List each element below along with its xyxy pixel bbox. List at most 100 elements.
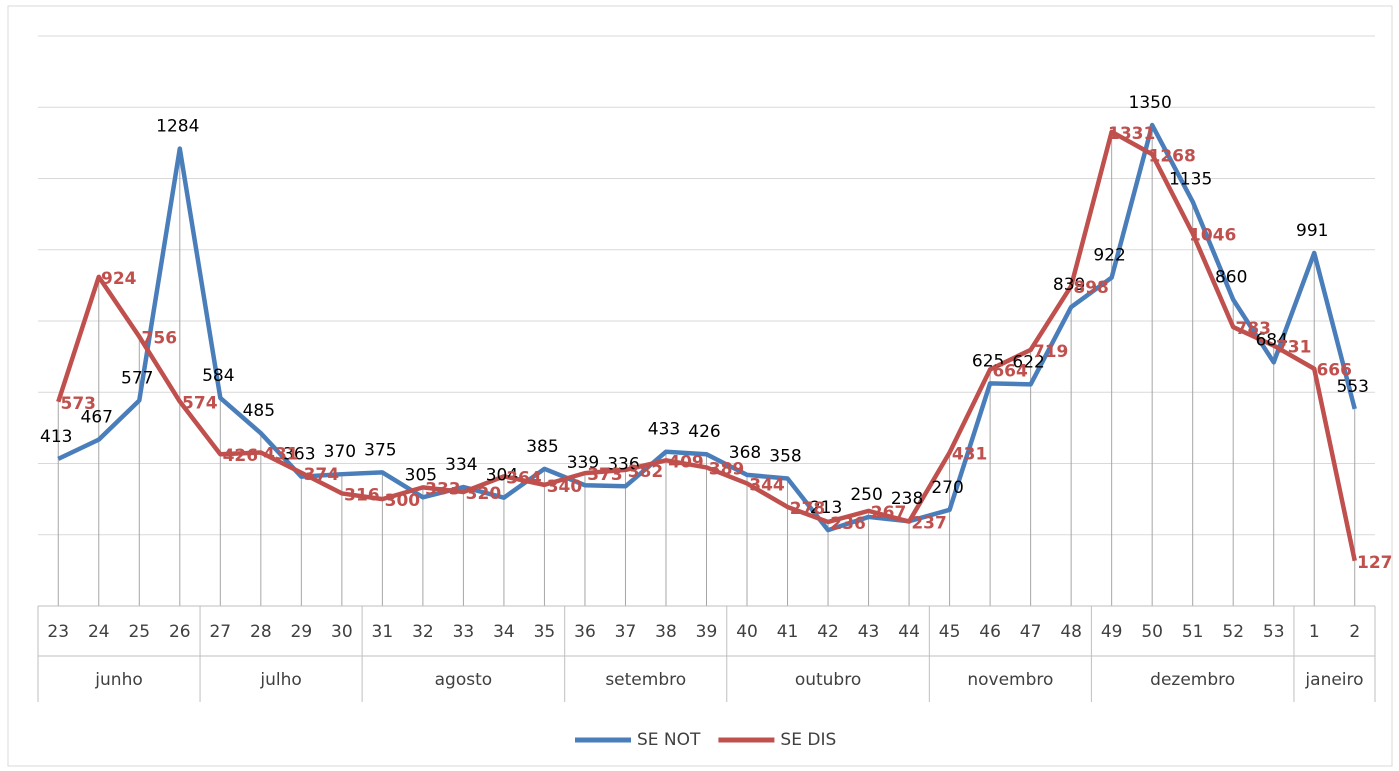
data-label: 236 [830, 514, 866, 534]
data-label: 238 [891, 489, 923, 509]
data-label: 666 [1316, 361, 1352, 381]
data-label: 339 [567, 453, 599, 473]
month-label: setembro [605, 670, 686, 690]
x-tick-label: 46 [979, 622, 1001, 642]
data-label: 756 [142, 329, 178, 349]
chart-frame [7, 5, 1393, 767]
data-label: 364 [506, 468, 542, 488]
data-label: 553 [1337, 377, 1369, 397]
data-label: 382 [628, 462, 664, 482]
x-tick-label: 41 [777, 622, 799, 642]
x-tick-label: 38 [655, 622, 677, 642]
data-label: 664 [992, 361, 1028, 381]
data-label: 127 [1357, 553, 1393, 573]
series-line [56, 129, 1357, 562]
data-label: 375 [364, 440, 396, 460]
data-label: 334 [445, 455, 477, 475]
data-label: 336 [607, 454, 639, 474]
data-label: 316 [344, 485, 380, 505]
data-label: 574 [182, 394, 218, 414]
data-label: 1135 [1169, 170, 1212, 190]
x-tick-label: 47 [1020, 622, 1042, 642]
data-label: 684 [1255, 330, 1287, 350]
data-label: 320 [466, 484, 502, 504]
x-tick-label: 2 [1349, 622, 1360, 642]
x-tick-label: 48 [1060, 622, 1082, 642]
month-label: novembro [967, 670, 1053, 690]
data-label: 300 [385, 491, 421, 511]
data-label: 1268 [1149, 146, 1196, 166]
x-tick-label: 50 [1141, 622, 1163, 642]
x-tick-label: 32 [412, 622, 434, 642]
series-line [57, 122, 1357, 533]
legend-label: SE NOT [637, 730, 701, 750]
data-label: 731 [1276, 338, 1312, 358]
month-label: dezembro [1150, 670, 1235, 690]
data-label: 305 [405, 465, 437, 485]
data-label: 584 [202, 366, 234, 386]
x-tick-label: 37 [615, 622, 637, 642]
x-tick-label: 29 [291, 622, 313, 642]
month-label: janeiro [1304, 670, 1363, 690]
data-label: 860 [1215, 268, 1247, 288]
data-label: 250 [850, 485, 882, 505]
x-tick-label: 45 [939, 622, 961, 642]
x-tick-label: 44 [898, 622, 920, 642]
data-label: 237 [911, 514, 947, 534]
data-label: 374 [304, 465, 340, 485]
data-label: 340 [547, 477, 583, 497]
data-label: 278 [790, 499, 826, 519]
month-label: junho [94, 670, 142, 690]
data-label: 389 [709, 459, 745, 479]
data-label: 719 [1033, 342, 1069, 362]
data-label: 783 [1235, 319, 1271, 339]
data-label: 413 [40, 427, 72, 447]
x-tick-label: 30 [331, 622, 353, 642]
legend-label: SE DIS [780, 730, 836, 750]
x-tick-label: 53 [1263, 622, 1285, 642]
x-tick-label: 35 [534, 622, 556, 642]
x-tick-label: 31 [372, 622, 394, 642]
data-label: 426 [688, 422, 720, 442]
month-label: julho [259, 670, 301, 690]
x-tick-label: 52 [1222, 622, 1244, 642]
data-label: 270 [931, 478, 963, 498]
data-label: 304 [486, 466, 518, 486]
data-label: 385 [526, 437, 558, 457]
data-label: 922 [1093, 246, 1125, 266]
data-label: 485 [243, 401, 275, 421]
data-label: 1284 [156, 117, 199, 137]
x-tick-label: 39 [696, 622, 718, 642]
data-label: 577 [121, 368, 153, 388]
x-tick-label: 26 [169, 622, 191, 642]
data-label: 363 [283, 445, 315, 465]
data-label: 213 [810, 498, 842, 518]
data-label: 1046 [1189, 225, 1236, 245]
x-tick-label: 28 [250, 622, 272, 642]
x-tick-label: 40 [736, 622, 758, 642]
data-label: 898 [1073, 278, 1109, 298]
month-label: outubro [795, 670, 861, 690]
data-label: 431 [263, 444, 299, 464]
x-tick-label: 49 [1101, 622, 1123, 642]
data-label: 344 [749, 475, 785, 495]
x-tick-label: 51 [1182, 622, 1204, 642]
x-tick-label: 34 [493, 622, 515, 642]
data-label: 991 [1296, 221, 1328, 241]
x-tick-label: 36 [574, 622, 596, 642]
month-label: agosto [435, 670, 493, 690]
data-label: 370 [324, 442, 356, 462]
data-label: 625 [972, 351, 1004, 371]
x-tick-label: 43 [858, 622, 880, 642]
data-label: 924 [101, 269, 137, 289]
data-label: 467 [81, 408, 113, 428]
data-label: 431 [952, 444, 988, 464]
data-label: 373 [587, 465, 623, 485]
x-tick-label: 33 [453, 622, 475, 642]
data-label: 1350 [1129, 93, 1172, 113]
x-tick-label: 42 [817, 622, 839, 642]
data-label: 573 [61, 394, 97, 414]
x-tick-label: 23 [47, 622, 69, 642]
data-label: 622 [1012, 352, 1044, 372]
